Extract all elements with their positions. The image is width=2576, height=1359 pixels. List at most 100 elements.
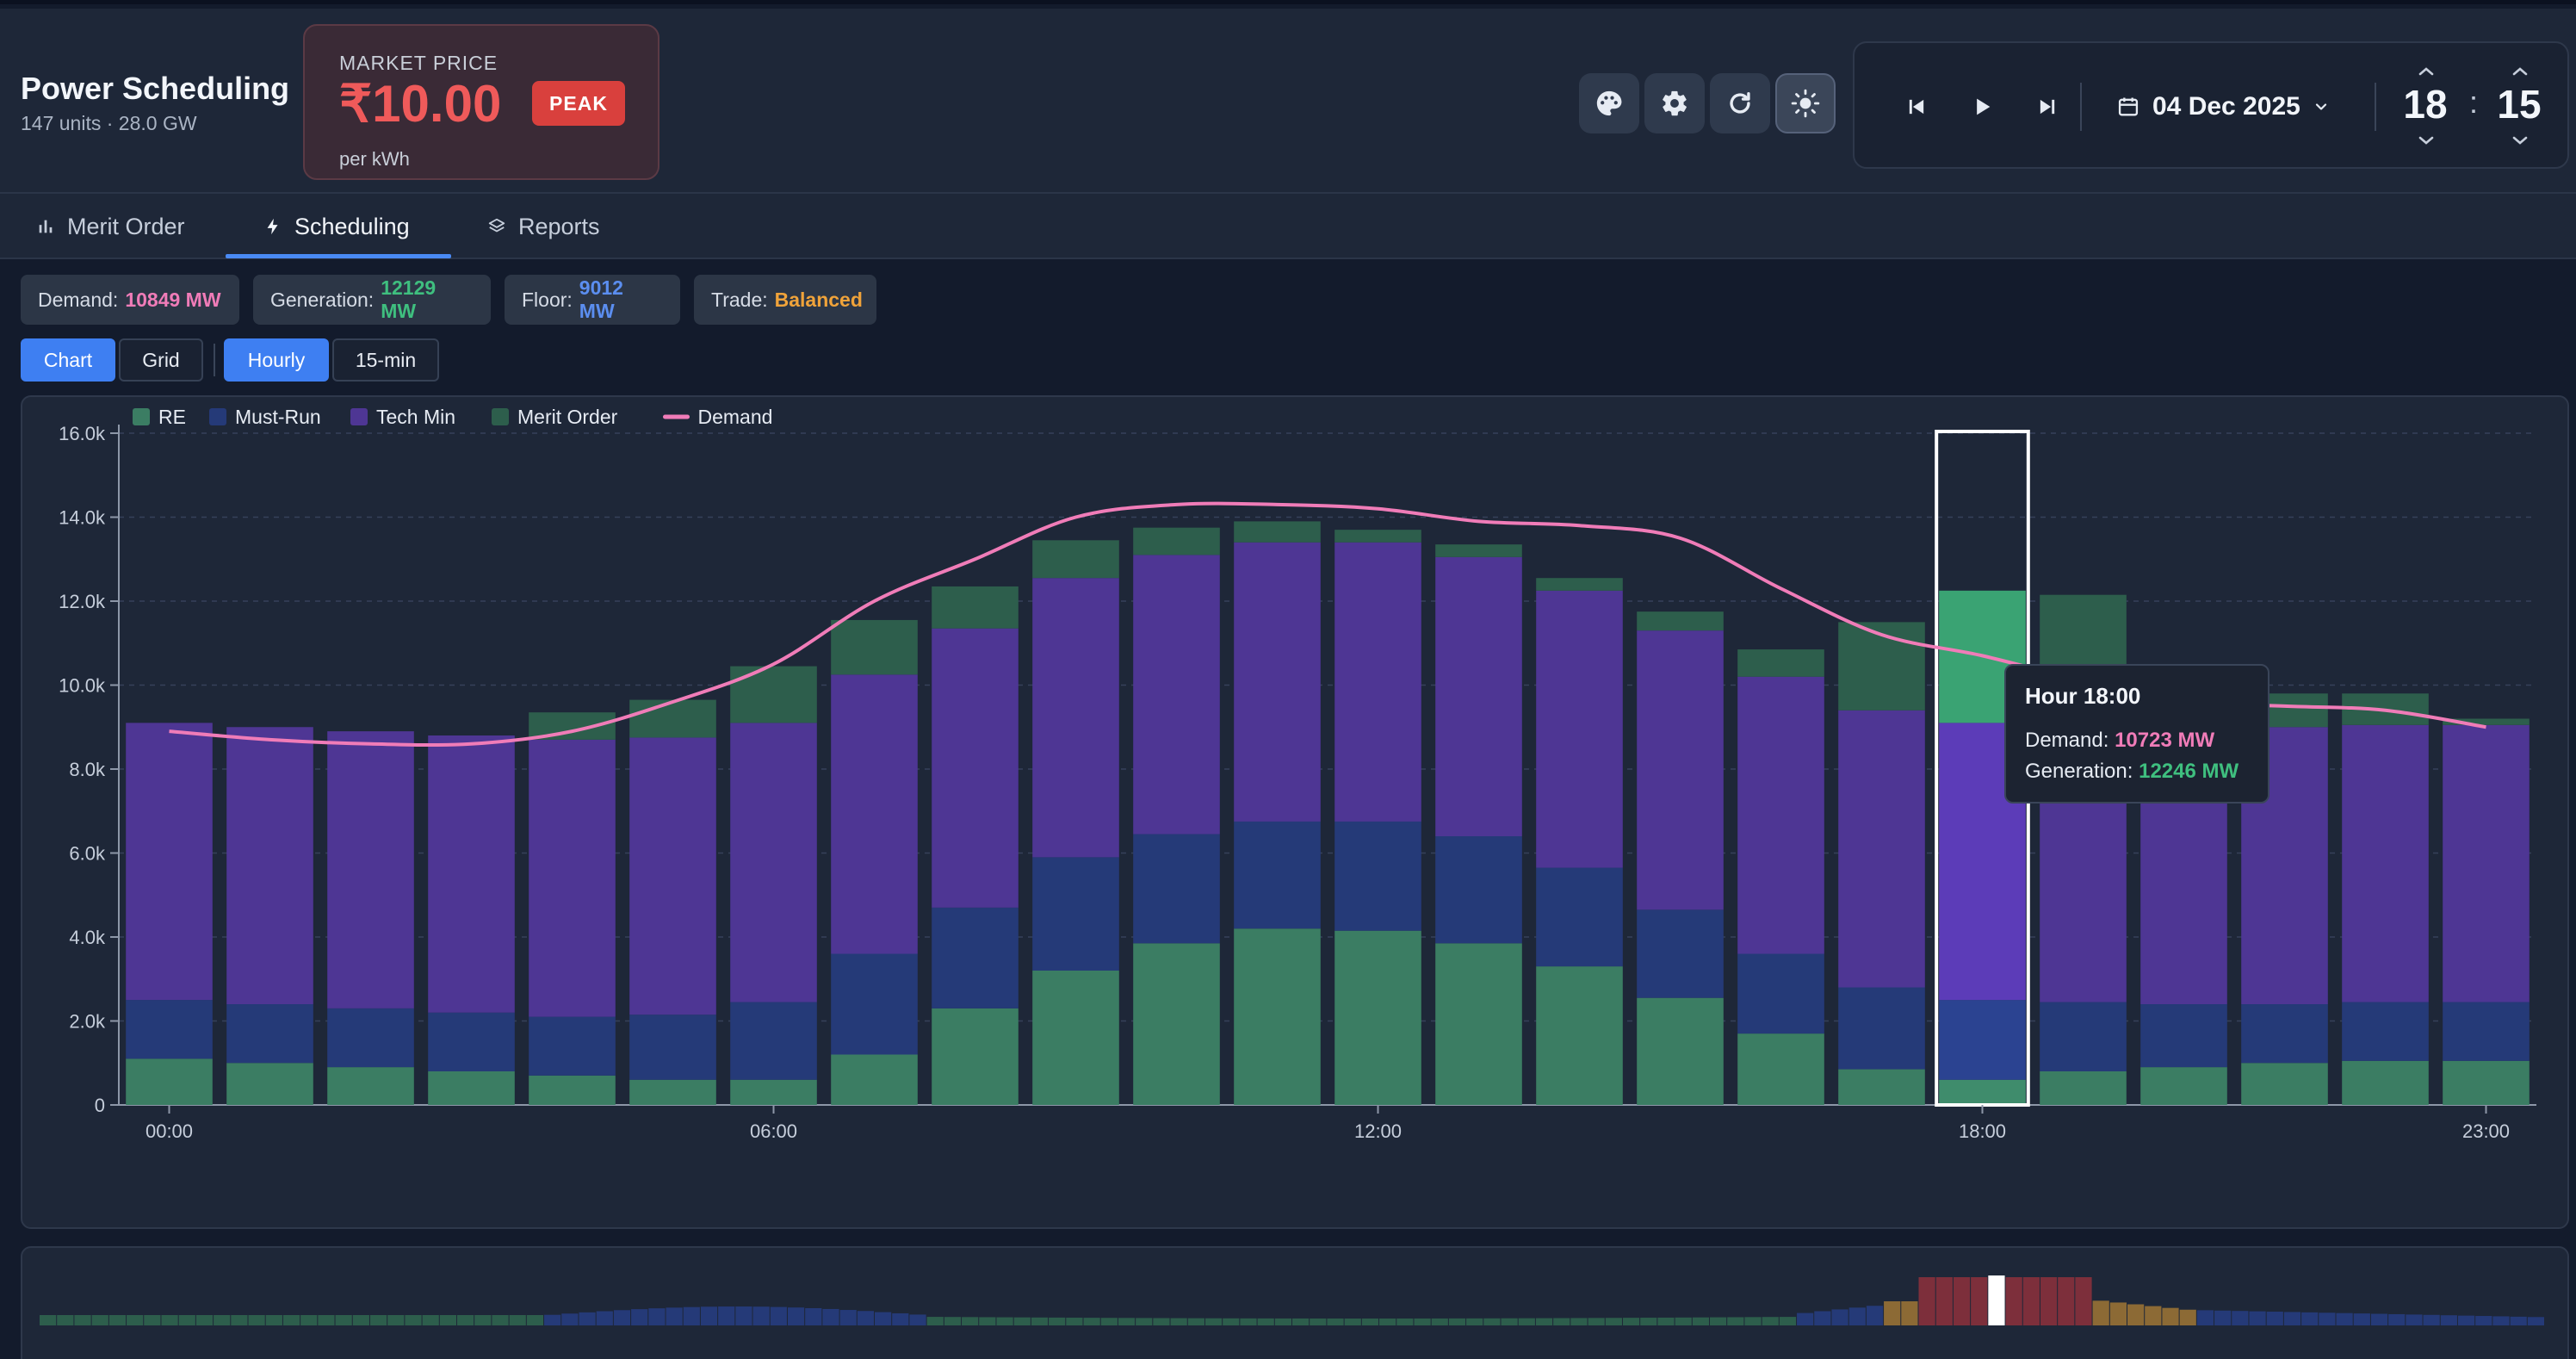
overview-bar xyxy=(857,1311,874,1325)
overview-bar xyxy=(2336,1312,2353,1325)
demand-stat: Demand: 10849 MW xyxy=(21,275,239,325)
palette-button[interactable] xyxy=(1579,73,1639,133)
bar-segment-merit-order xyxy=(1536,578,1623,591)
overview-bar xyxy=(214,1315,231,1325)
settings-button[interactable] xyxy=(1644,73,1705,133)
overview-bar xyxy=(2475,1316,2492,1325)
overview-bar xyxy=(178,1315,195,1325)
overview-bar xyxy=(265,1315,282,1325)
tab-label: Scheduling xyxy=(294,213,410,239)
overview-bar xyxy=(2005,1277,2022,1325)
legend-swatch xyxy=(350,408,368,425)
hour-down-icon[interactable] xyxy=(2417,134,2436,146)
view-grid-button[interactable]: Grid xyxy=(119,338,203,382)
bar-segment-tech-min xyxy=(1536,590,1623,868)
interval-15min-button[interactable]: 15-min xyxy=(332,338,439,382)
market-price-card: MARKET PRICE ₹10.00 PEAK per kWh xyxy=(303,24,659,180)
overview-bar xyxy=(422,1315,439,1325)
overview-bar xyxy=(492,1315,509,1325)
hour-up-icon[interactable] xyxy=(2417,65,2436,78)
interval-hourly-button[interactable]: Hourly xyxy=(224,338,329,382)
overview-bar xyxy=(2162,1307,2179,1325)
overview-bar xyxy=(300,1315,318,1325)
minute-value[interactable]: 15 xyxy=(2497,82,2542,127)
overview-bar xyxy=(648,1308,666,1325)
bar-segment-re xyxy=(2140,1067,2227,1105)
play-button[interactable] xyxy=(1963,88,2001,126)
skip-back-button[interactable] xyxy=(1898,88,1935,126)
overview-bar xyxy=(1100,1318,1118,1325)
minute-down-icon[interactable] xyxy=(2511,134,2530,146)
timeline-overview[interactable] xyxy=(21,1246,2569,1359)
x-tick-label: 23:00 xyxy=(2462,1120,2510,1142)
app-title: Power Scheduling xyxy=(21,71,290,106)
y-tick-label: 0 xyxy=(95,1095,105,1116)
bar-segment-merit-order xyxy=(1435,544,1522,557)
overview-bar xyxy=(1118,1318,1136,1325)
overview-bar xyxy=(2370,1313,2388,1325)
bar-segment-tech-min xyxy=(1032,578,1119,858)
hour-value[interactable]: 18 xyxy=(2403,82,2448,127)
overview-bar xyxy=(231,1315,248,1325)
overview-bar xyxy=(1692,1317,1709,1325)
bar-segment-merit-order xyxy=(1838,622,1925,711)
bar-segment-re xyxy=(1133,943,1220,1105)
overview-bar xyxy=(387,1315,405,1325)
bar-segment-re xyxy=(1032,971,1119,1105)
overview-strip[interactable] xyxy=(22,1248,2571,1359)
legend-swatch xyxy=(209,408,226,425)
chart-panel: 0 2.0k 4.0k 6.0k 8.0k 10.0k 12.0k 14.0k 16.0k 00:… xyxy=(21,395,2569,1229)
chevron-down-icon xyxy=(2315,103,2326,110)
bar-segment-must-run xyxy=(2040,1002,2127,1071)
bar-segment-re xyxy=(2443,1060,2530,1105)
bar-segment-tech-min xyxy=(1737,676,1824,954)
legend-swatch xyxy=(492,408,509,425)
overview-bar xyxy=(1327,1318,1344,1325)
bolt-icon xyxy=(267,218,278,235)
overview-bar xyxy=(1344,1318,1361,1325)
stat-value: Balanced xyxy=(774,288,863,311)
overview-bar xyxy=(57,1315,74,1325)
overview-bar xyxy=(1013,1317,1031,1325)
bar-segment-re xyxy=(1838,1069,1925,1105)
active-tab-indicator xyxy=(226,254,451,258)
tab-merit-order[interactable]: Merit Order xyxy=(36,194,185,259)
overview-bar xyxy=(1727,1317,1744,1325)
header: Power Scheduling 147 units · 28.0 GW MAR… xyxy=(0,9,2576,194)
app-subtitle: 147 units · 28.0 GW xyxy=(21,112,197,134)
overview-bar xyxy=(1848,1307,1866,1325)
overview-bar xyxy=(735,1306,752,1325)
date-value: 04 Dec 2025 xyxy=(2152,92,2300,121)
overview-bar xyxy=(1553,1318,1570,1325)
refresh-button[interactable] xyxy=(1710,73,1770,133)
minute-up-icon[interactable] xyxy=(2511,65,2530,78)
bar-segment-tech-min xyxy=(2443,724,2530,1002)
overview-bar xyxy=(2196,1310,2214,1325)
stacked-generation-chart[interactable]: 0 2.0k 4.0k 6.0k 8.0k 10.0k 12.0k 14.0k 16.0k 00:… xyxy=(22,397,2571,1231)
tab-scheduling[interactable]: Scheduling xyxy=(263,194,410,259)
theme-toggle-button[interactable] xyxy=(1775,73,1836,133)
bar-segment-merit-order xyxy=(831,619,918,675)
bar-segment-must-run xyxy=(428,1012,515,1071)
overview-bar xyxy=(892,1312,909,1325)
bar-segment-must-run xyxy=(1737,953,1824,1034)
overview-bar xyxy=(1918,1277,1935,1325)
overview-bar xyxy=(2058,1277,2075,1325)
tab-reports[interactable]: Reports xyxy=(487,194,600,259)
overview-bar xyxy=(2075,1277,2092,1325)
overview-bar xyxy=(335,1315,352,1325)
bar-segment-re xyxy=(529,1075,616,1105)
legend-label: Tech Min xyxy=(376,406,455,428)
overview-bar xyxy=(1431,1318,1448,1325)
bar-segment-tech-min xyxy=(1637,630,1724,910)
view-chart-button[interactable]: Chart xyxy=(21,338,115,382)
overview-bar xyxy=(1310,1318,1327,1325)
overview-bar xyxy=(405,1315,422,1325)
bar-segment-re xyxy=(2342,1060,2429,1105)
date-selector[interactable]: 04 Dec 2025 xyxy=(2116,84,2330,129)
overview-bar xyxy=(1570,1318,1588,1325)
bar-segment-must-run xyxy=(831,953,918,1055)
refresh-icon xyxy=(1730,91,1750,114)
overview-bar xyxy=(1831,1309,1848,1325)
skip-forward-button[interactable] xyxy=(2028,88,2066,126)
